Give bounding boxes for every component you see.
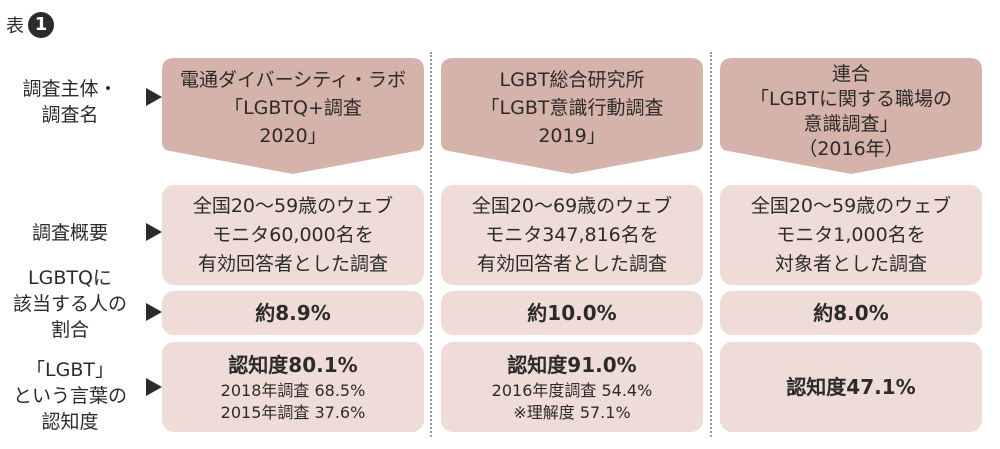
column-header-rengo: 連合 「LGBTに関する職場の 意識調査」 （2016年） bbox=[720, 58, 982, 174]
awareness-cell: 認知度80.1% 2018年調査 68.5% 2015年調査 37.6% bbox=[162, 342, 424, 432]
column-header-dentsu: 電通ダイバーシティ・ラボ 「LGBTQ+調査 2020」 bbox=[162, 58, 424, 174]
header-chevron-shape bbox=[162, 58, 424, 174]
arrow-icon bbox=[146, 378, 162, 396]
header-line: 「LGBTに関する職場の bbox=[750, 88, 952, 110]
header-line: 「LGBT意識行動調査 bbox=[480, 97, 664, 119]
header-line: 2020」 bbox=[259, 125, 327, 147]
header-line: 「LGBTQ+調査 bbox=[224, 97, 362, 119]
column-separator bbox=[430, 52, 432, 437]
arrow-icon bbox=[146, 223, 162, 241]
header-line: （2016年） bbox=[798, 138, 904, 160]
figure-title: 表 1 bbox=[6, 12, 54, 38]
ratio-value: 約8.0% bbox=[813, 300, 889, 325]
header-line: 電通ダイバーシティ・ラボ bbox=[179, 69, 407, 91]
header-chevron-shape bbox=[441, 58, 703, 174]
awareness-sub: 2015年調査 37.6% bbox=[220, 402, 366, 422]
awareness-sub: 2016年度調査 54.4% bbox=[491, 380, 653, 400]
overview-cell: 全国20〜59歳のウェブ モニタ1,000名を 対象者とした調査 bbox=[720, 185, 982, 285]
overview-line: モニタ1,000名を bbox=[776, 223, 926, 246]
ratio-cell: 約8.9% bbox=[162, 291, 424, 335]
ratio-cell: 約10.0% bbox=[441, 291, 703, 335]
overview-line: モニタ347,816名を bbox=[485, 223, 659, 246]
overview-cell: 全国20〜69歳のウェブ モニタ347,816名を 有効回答者とした調査 bbox=[441, 185, 703, 285]
row-label-overview: 調査概要 bbox=[31, 222, 108, 244]
overview-cell: 全国20〜59歳のウェブ モニタ60,000名を 有効回答者とした調査 bbox=[162, 185, 424, 285]
awareness-cell: 認知度91.0% 2016年度調査 54.4% ※理解度 57.1% bbox=[441, 342, 703, 432]
ratio-value: 約10.0% bbox=[527, 300, 617, 325]
awareness-main: 認知度91.0% bbox=[507, 352, 637, 377]
header-line: 2019」 bbox=[538, 125, 606, 147]
column-separator bbox=[710, 52, 712, 437]
awareness-sub: ※理解度 57.1% bbox=[513, 402, 631, 422]
header-chevron-shape bbox=[720, 58, 982, 174]
overview-line: 有効回答者とした調査 bbox=[476, 252, 667, 275]
row-label-awareness: 「LGBT」 という言葉の 認知度 bbox=[12, 359, 127, 433]
header-line: LGBT総合研究所 bbox=[499, 69, 645, 91]
arrow-icon bbox=[146, 88, 162, 106]
overview-line: 全国20〜59歳のウェブ bbox=[750, 194, 952, 217]
figure-title-label: 表 bbox=[6, 16, 24, 37]
arrow-icon bbox=[146, 303, 162, 321]
awareness-sub: 2018年調査 68.5% bbox=[220, 380, 366, 400]
overview-line: 全国20〜59歳のウェブ bbox=[192, 194, 394, 217]
awareness-main: 認知度47.1% bbox=[786, 374, 916, 399]
overview-line: 有効回答者とした調査 bbox=[197, 252, 388, 275]
row-label-ratio: LGBTQに 該当する人の 割合 bbox=[12, 267, 127, 341]
column-header-lgbt-research: LGBT総合研究所 「LGBT意識行動調査 2019」 bbox=[441, 58, 703, 174]
header-line: 連合 bbox=[831, 63, 870, 85]
ratio-value: 約8.9% bbox=[255, 300, 331, 325]
overview-line: 対象者とした調査 bbox=[774, 252, 927, 275]
row-label-organization: 調査主体・ 調査名 bbox=[22, 78, 118, 126]
awareness-cell: 認知度47.1% bbox=[720, 342, 982, 432]
header-line: 意識調査」 bbox=[803, 113, 899, 135]
ratio-cell: 約8.0% bbox=[720, 291, 982, 335]
figure-number-badge: 1 bbox=[28, 12, 54, 38]
overview-line: モニタ60,000名を bbox=[212, 223, 374, 246]
awareness-main: 認知度80.1% bbox=[228, 352, 358, 377]
overview-line: 全国20〜69歳のウェブ bbox=[471, 194, 673, 217]
